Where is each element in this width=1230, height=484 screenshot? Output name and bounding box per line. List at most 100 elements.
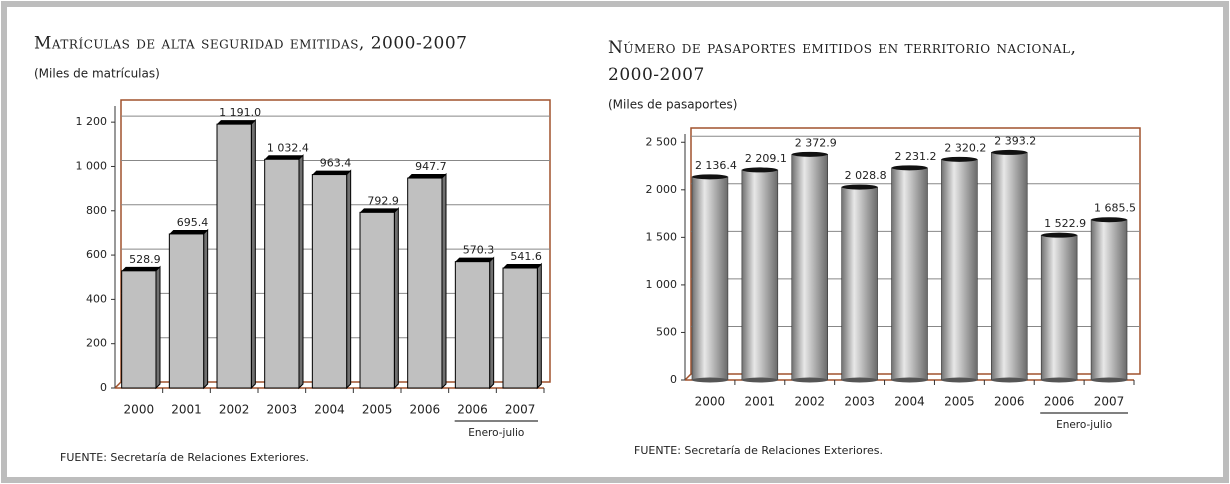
chart-subtitle: (Miles de matrículas)	[34, 67, 160, 81]
value-label: 528.9	[129, 253, 161, 266]
x-tick-label: 2006	[994, 395, 1025, 409]
bar	[891, 167, 928, 381]
bar-bottom	[1041, 377, 1078, 383]
y-tick-label: 2 000	[646, 183, 678, 196]
value-label: 570.3	[463, 244, 495, 257]
bar-top	[264, 155, 303, 160]
value-label: 2 136.4	[695, 159, 737, 172]
bar	[168, 233, 205, 389]
y-tick-label: 400	[86, 292, 107, 305]
bar	[454, 261, 491, 389]
value-label: 1 685.5	[1094, 202, 1136, 215]
y-tick-label: 2 500	[646, 135, 678, 148]
bar-bottom	[741, 377, 778, 383]
x-tick-label: 2003	[267, 403, 298, 417]
bar	[1040, 234, 1078, 381]
bar	[991, 152, 1028, 381]
x-tick-label: 2001	[745, 395, 776, 409]
y-tick-label: 800	[86, 204, 107, 217]
bar-side	[346, 169, 352, 390]
bar-top	[891, 165, 928, 171]
x-tick-label: 2004	[894, 395, 925, 409]
bar	[841, 186, 878, 381]
bar-bottom	[1091, 377, 1128, 383]
bar-bottom	[841, 377, 878, 383]
value-label: 695.4	[177, 216, 209, 229]
chart-title: Matrículas de alta seguridad emitidas, 2…	[34, 34, 468, 54]
bar-top	[791, 151, 828, 157]
source: FUENTE: Secretaría de Relaciones Exterio…	[634, 444, 883, 457]
x-tick-label: 2004	[314, 403, 345, 417]
bar-top	[741, 167, 778, 173]
bar	[407, 177, 443, 389]
plot-frame	[684, 127, 1141, 381]
y-tick-label: 200	[86, 337, 107, 350]
bar-bottom	[691, 377, 728, 383]
x-tick-label: 2003	[844, 395, 875, 409]
bar-side	[393, 207, 399, 390]
value-label: 2 320.2	[944, 141, 986, 154]
y-tick-label: 0	[100, 381, 107, 394]
y-tick-label: 1 500	[646, 230, 678, 243]
bar-top	[841, 184, 878, 190]
y-tick-label: 0	[670, 373, 677, 386]
bar	[1090, 219, 1128, 381]
value-label: 1 191.0	[219, 106, 261, 119]
x-tick-label: 2006	[457, 403, 488, 417]
x-tick-label: 2000	[124, 403, 155, 417]
value-label: 2 028.8	[845, 169, 887, 182]
value-label: 963.4	[320, 157, 352, 170]
value-label: 792.9	[367, 194, 399, 207]
x-tick-label: 2005	[944, 395, 975, 409]
plot-frame	[114, 99, 551, 389]
bar-top	[169, 229, 208, 234]
source: FUENTE: Secretaría de Relaciones Exterio…	[60, 451, 309, 464]
chart-subtitle: (Miles de pasaportes)	[608, 98, 737, 112]
bar-top	[941, 156, 978, 162]
x-tick-label: 2002	[219, 403, 250, 417]
bar	[359, 211, 395, 389]
x-tick-label: 2002	[794, 395, 825, 409]
bar-side	[441, 172, 447, 390]
bar	[741, 169, 779, 381]
value-label: 2 231.2	[895, 150, 937, 163]
bar-top	[503, 264, 542, 269]
bar	[691, 176, 729, 381]
x-tick-label: 2006	[1044, 395, 1075, 409]
bar	[216, 123, 252, 389]
x-tick-label: 2007	[505, 403, 536, 417]
bar-top	[991, 149, 1028, 155]
x-tick-label: 2000	[695, 395, 726, 409]
x-tick-label: 2007	[1094, 395, 1125, 409]
y-tick-label: 1 000	[646, 278, 678, 291]
x-tick-label: 2005	[362, 403, 393, 417]
y-tick-label: 1 200	[76, 115, 108, 128]
value-label: 541.6	[510, 250, 542, 263]
bar-side	[155, 265, 161, 390]
bar-top	[1091, 217, 1128, 223]
value-label: 2 209.1	[745, 152, 787, 165]
y-tick-label: 600	[86, 248, 107, 261]
value-label: 2 393.2	[994, 134, 1036, 147]
value-label: 947.7	[415, 160, 447, 173]
x-tick-label: 2006	[410, 403, 441, 417]
period-label: Enero-julio	[1056, 419, 1112, 431]
bar-side	[298, 154, 304, 390]
bar-side	[203, 228, 209, 390]
bar	[791, 154, 828, 381]
bar-side	[250, 118, 256, 390]
bar	[311, 174, 348, 389]
bar-bottom	[891, 377, 928, 383]
bar-top	[360, 208, 399, 213]
bar-top	[217, 120, 256, 125]
bar-top	[407, 174, 446, 179]
bar-bottom	[991, 377, 1028, 383]
bar-bottom	[941, 377, 978, 383]
y-tick-label: 1 000	[76, 159, 108, 172]
bar-top	[455, 257, 494, 262]
bar-top	[1041, 232, 1078, 238]
bar	[502, 267, 538, 389]
bar-side	[536, 262, 542, 390]
bar-top	[312, 170, 351, 175]
